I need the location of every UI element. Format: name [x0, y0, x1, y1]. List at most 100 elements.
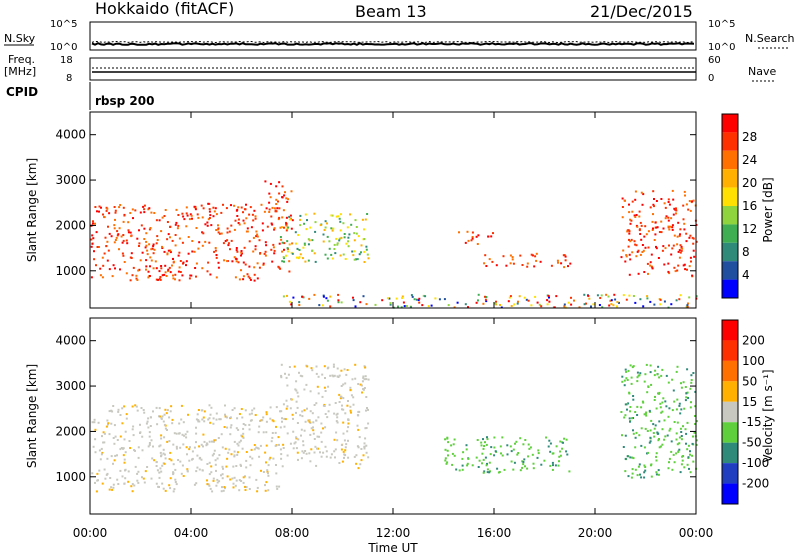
data-point [177, 224, 180, 227]
colorbar-frame [721, 319, 739, 505]
data-point [640, 476, 643, 479]
velocity-scatter [91, 363, 698, 493]
data-point [195, 262, 198, 265]
data-point [688, 236, 691, 239]
data-point [682, 218, 685, 221]
colorbar-swatch [722, 422, 738, 443]
data-point [365, 396, 368, 398]
velocity-ylabel: Slant Range [km] [25, 364, 39, 468]
data-point [686, 304, 689, 307]
data-point [298, 371, 300, 374]
data-point [155, 242, 158, 245]
data-point [634, 468, 637, 471]
data-point [653, 435, 656, 438]
data-point [172, 443, 175, 446]
data-point [349, 213, 352, 216]
data-point [560, 262, 563, 265]
data-point [319, 224, 322, 227]
data-point [124, 468, 127, 471]
data-point [196, 454, 199, 457]
data-point [203, 420, 206, 423]
data-point [169, 236, 171, 239]
data-point [330, 214, 333, 217]
data-point [147, 426, 150, 429]
data-point [222, 467, 224, 470]
data-point [294, 231, 297, 234]
data-point [530, 253, 533, 256]
data-point [292, 417, 294, 420]
data-point [364, 427, 367, 430]
data-point [155, 278, 158, 281]
data-point [241, 416, 244, 419]
data-point [630, 376, 633, 379]
data-point [100, 447, 103, 450]
data-point [143, 227, 146, 230]
data-point [286, 200, 289, 203]
data-point [464, 303, 467, 306]
data-point [197, 419, 200, 422]
data-point [273, 249, 276, 252]
data-point [166, 409, 169, 412]
data-point [342, 450, 345, 453]
data-point [279, 426, 282, 429]
data-point [639, 372, 642, 375]
data-point [131, 483, 134, 486]
data-point [688, 265, 691, 268]
data-point [675, 408, 678, 411]
data-point [303, 244, 306, 246]
data-point [663, 202, 666, 205]
data-point [193, 250, 196, 253]
data-point [585, 302, 587, 305]
data-point [158, 471, 161, 474]
data-point [694, 390, 697, 393]
data-point [110, 422, 113, 425]
data-point [214, 439, 217, 442]
beam-title: Beam 13 [355, 2, 427, 21]
data-point [214, 247, 217, 249]
data-point [237, 261, 240, 264]
data-point [663, 263, 666, 266]
data-point [302, 246, 305, 249]
data-point [243, 222, 246, 225]
data-point [228, 448, 231, 451]
data-point [534, 255, 537, 258]
data-point [145, 240, 148, 243]
data-point [668, 407, 671, 410]
data-point [234, 219, 237, 222]
data-point [222, 203, 224, 206]
data-point [627, 402, 630, 405]
data-point [105, 209, 108, 212]
data-point [282, 209, 285, 212]
data-point [269, 196, 272, 199]
data-point [316, 447, 318, 450]
data-point [624, 199, 626, 202]
data-point [650, 419, 653, 422]
data-point [172, 277, 175, 280]
data-point [415, 298, 418, 301]
data-point [118, 227, 121, 230]
data-point [357, 467, 360, 470]
data-point [137, 456, 140, 459]
data-point [630, 417, 633, 420]
data-point [355, 258, 357, 261]
data-point [549, 450, 552, 453]
data-point [329, 456, 332, 459]
data-point [329, 374, 332, 377]
data-point [232, 465, 235, 468]
data-point [632, 417, 635, 419]
data-point [609, 299, 612, 302]
data-point [528, 447, 531, 450]
data-point [309, 460, 312, 463]
data-point [246, 273, 249, 276]
data-point [687, 302, 689, 305]
data-point [608, 304, 611, 307]
data-point [633, 240, 636, 243]
data-point [146, 466, 149, 468]
data-point [256, 262, 259, 265]
data-point [240, 269, 242, 272]
data-point [265, 411, 268, 414]
data-point [323, 386, 326, 389]
data-point [693, 255, 696, 258]
data-point [688, 296, 691, 299]
data-point [206, 224, 209, 227]
